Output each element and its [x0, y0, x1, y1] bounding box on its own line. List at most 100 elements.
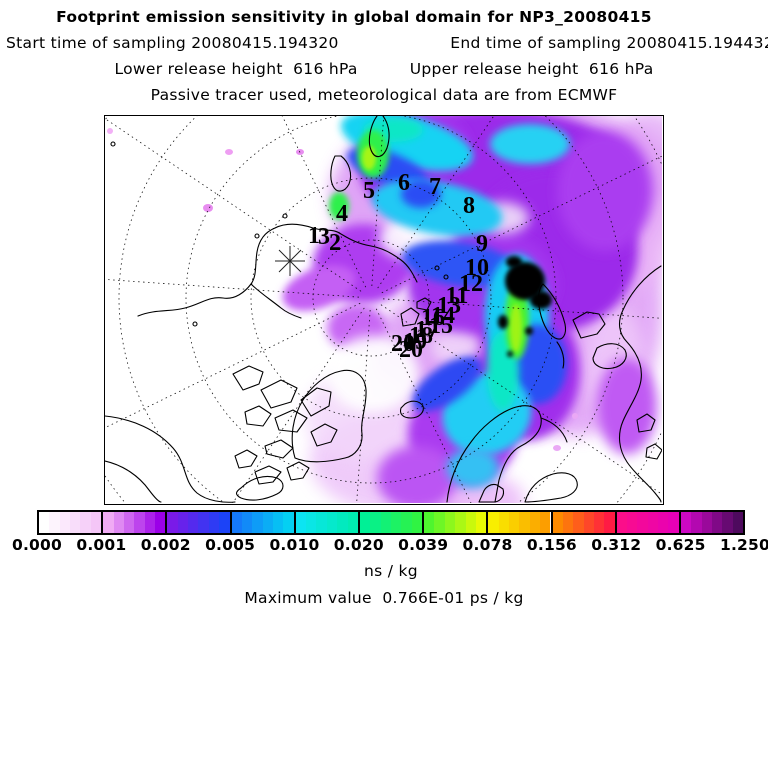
colorbar-cell	[424, 512, 435, 533]
colorbar-cell	[732, 512, 744, 533]
coastline-path	[400, 307, 420, 327]
colorbar-cell	[316, 512, 327, 533]
trajectory-day-label: 4	[336, 201, 348, 227]
trajectory-day-label: 7	[429, 174, 441, 200]
sensitivity-patch	[553, 445, 561, 451]
island-dot	[254, 233, 260, 239]
sensitivity-patch	[107, 128, 113, 134]
colorbar-cell	[647, 512, 659, 533]
sensitivity-patch	[203, 204, 213, 212]
coastline-path	[618, 265, 662, 503]
colorbar-cell	[219, 512, 230, 533]
latitude-circle	[312, 239, 430, 357]
colorbar-cell	[80, 512, 91, 533]
colorbar-cell	[475, 512, 487, 533]
sensitivity-field	[107, 116, 662, 503]
colorbar-cell	[637, 512, 648, 533]
colorbar-segment	[229, 512, 294, 533]
colorbar-cell	[411, 512, 423, 533]
colorbar-cell	[691, 512, 702, 533]
colorbar-labels: 0.000 0.001 0.002 0.005 0.010 0.020 0.039 0.078…	[12, 536, 768, 554]
colorbar-tick-label: 0.005	[205, 536, 256, 554]
colorbar-cell	[627, 512, 638, 533]
sensitivity-patch	[498, 315, 508, 329]
colorbar-cell	[391, 512, 402, 533]
colorbar-segment	[165, 512, 230, 533]
sampling-times-line: Start time of sampling 20080415.194320 E…	[0, 34, 768, 52]
colorbar	[37, 510, 745, 535]
trajectory-day-label: 12	[459, 271, 483, 297]
trajectory-day-label: 6	[398, 170, 410, 196]
sensitivity-patch	[505, 262, 545, 300]
sensitivity-patch	[530, 291, 552, 309]
coastline-path	[478, 483, 505, 503]
start-time-text: Start time of sampling 20080415.194320	[6, 34, 339, 52]
colorbar-cell	[188, 512, 199, 533]
sensitivity-patch	[412, 356, 482, 412]
colorbar-cell	[604, 512, 615, 533]
colorbar-segment	[550, 512, 615, 533]
sensitivity-patch	[225, 149, 233, 155]
coastline-path	[234, 449, 258, 469]
colorbar-cell	[134, 512, 145, 533]
trajectory-day-label: 3	[318, 224, 330, 250]
colorbar-cell	[380, 512, 392, 533]
tracer-info-line: Passive tracer used, meteorological data…	[0, 86, 768, 104]
colorbar-cell	[103, 512, 114, 533]
colorbar-tick-label: 1.250	[719, 536, 768, 554]
colorbar-cell	[434, 512, 445, 533]
colorbar-cell	[701, 512, 712, 533]
trajectory-day-label: 1	[308, 223, 320, 249]
colorbar-segment	[357, 512, 423, 533]
latitude-circle	[250, 177, 492, 419]
sensitivity-patch	[447, 448, 499, 488]
colorbar-cell	[252, 512, 263, 533]
colorbar-cell	[295, 512, 307, 533]
colorbar-tick-label: 0.010	[269, 536, 320, 554]
coastline-path	[538, 283, 567, 340]
coastline-path	[291, 369, 367, 463]
coastline-path	[260, 379, 298, 409]
colorbar-units: ns / kg	[364, 562, 418, 580]
colorbar-cell	[488, 512, 499, 533]
colorbar-cell	[722, 512, 733, 533]
coastline-path	[244, 405, 272, 427]
colorbar-cell	[455, 512, 466, 533]
sensitivity-patch	[431, 332, 483, 364]
colorbar-segment	[39, 512, 102, 533]
coastline-path	[540, 417, 568, 443]
coastline-path	[105, 460, 162, 503]
trajectory-day-label: 13	[437, 293, 461, 319]
sensitivity-patch	[329, 192, 349, 220]
colorbar-cell	[359, 512, 371, 533]
graticule-grid	[105, 116, 662, 503]
colorbar-cell	[49, 512, 60, 533]
coastline-path	[556, 341, 565, 369]
coastline-path	[524, 472, 578, 503]
coastline-path	[399, 400, 424, 419]
island-dot	[434, 265, 440, 271]
colorbar-cell	[59, 512, 71, 533]
colorbar-cell	[509, 512, 520, 533]
tracer-text: Passive tracer used, meteorological data…	[150, 86, 618, 104]
colorbar-cell	[529, 512, 541, 533]
latitude-circle	[118, 116, 624, 503]
sensitivity-patch	[506, 256, 522, 268]
coastline-path	[274, 409, 308, 433]
coastline-path	[310, 423, 338, 447]
sensitivity-patch	[362, 146, 376, 170]
trajectory-day-label: 10	[465, 255, 489, 281]
colorbar-segment	[293, 512, 358, 533]
trajectory-day-label: 16	[421, 305, 445, 331]
coastline-path	[254, 465, 282, 485]
plot-title: Footprint emission sensitivity in global…	[56, 8, 652, 26]
colorbar-cell	[198, 512, 209, 533]
coastline-path	[232, 365, 264, 391]
trajectory-day-label: 5	[363, 178, 375, 204]
colorbar-tick-label: 0.002	[140, 536, 191, 554]
colorbar-tick-label: 0.001	[76, 536, 127, 554]
release-marker	[275, 246, 305, 276]
